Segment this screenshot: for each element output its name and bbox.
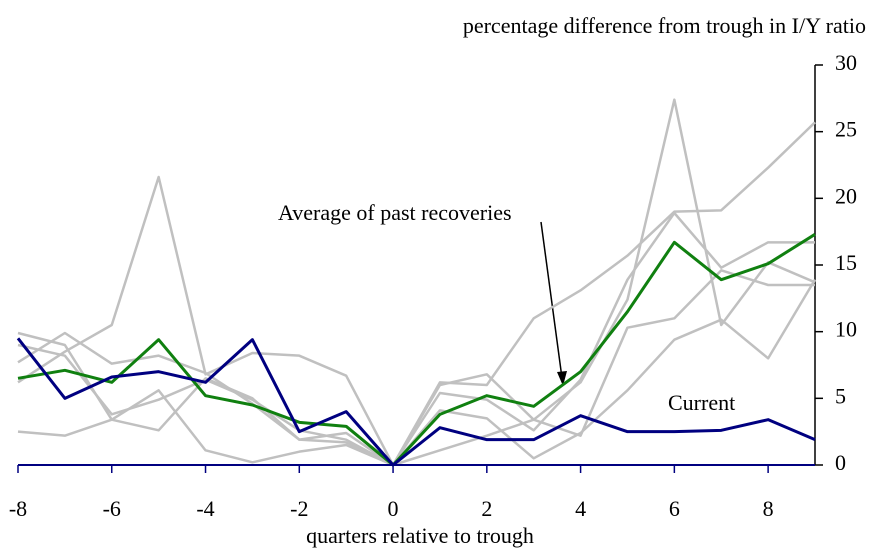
series-line [17, 269, 815, 467]
x-tick-label: -4 [196, 496, 214, 521]
y-tick-label: 25 [835, 117, 857, 142]
series-line [17, 121, 816, 467]
x-tick-label: 8 [763, 496, 774, 521]
x-tick-label: 6 [669, 496, 680, 521]
x-tick-label: 4 [575, 496, 586, 521]
series-line [17, 279, 817, 467]
x-axis-label: quarters relative to trough [306, 523, 534, 548]
x-tick-label: 2 [481, 496, 492, 521]
y-tick-label: 5 [835, 383, 846, 408]
y-tick-label: 20 [835, 183, 857, 208]
x-tick-label: -6 [103, 496, 121, 521]
x-tick-label: 0 [388, 496, 399, 521]
series-line [17, 233, 816, 467]
series-label: Current [668, 390, 735, 415]
chart-title: percentage difference from trough in I/Y… [463, 13, 866, 38]
series-label: Average of past recoveries [278, 200, 512, 225]
arrow-head [557, 371, 567, 386]
series-line [16, 337, 816, 467]
x-tick-label: -2 [290, 496, 308, 521]
x-tick-label: -8 [9, 496, 27, 521]
y-tick-label: 30 [835, 50, 857, 75]
y-tick-label: 0 [835, 450, 846, 475]
series-line [17, 211, 815, 467]
y-tick-label: 10 [835, 317, 857, 342]
y-tick-label: 15 [835, 250, 857, 275]
annotation-arrow [540, 221, 563, 379]
